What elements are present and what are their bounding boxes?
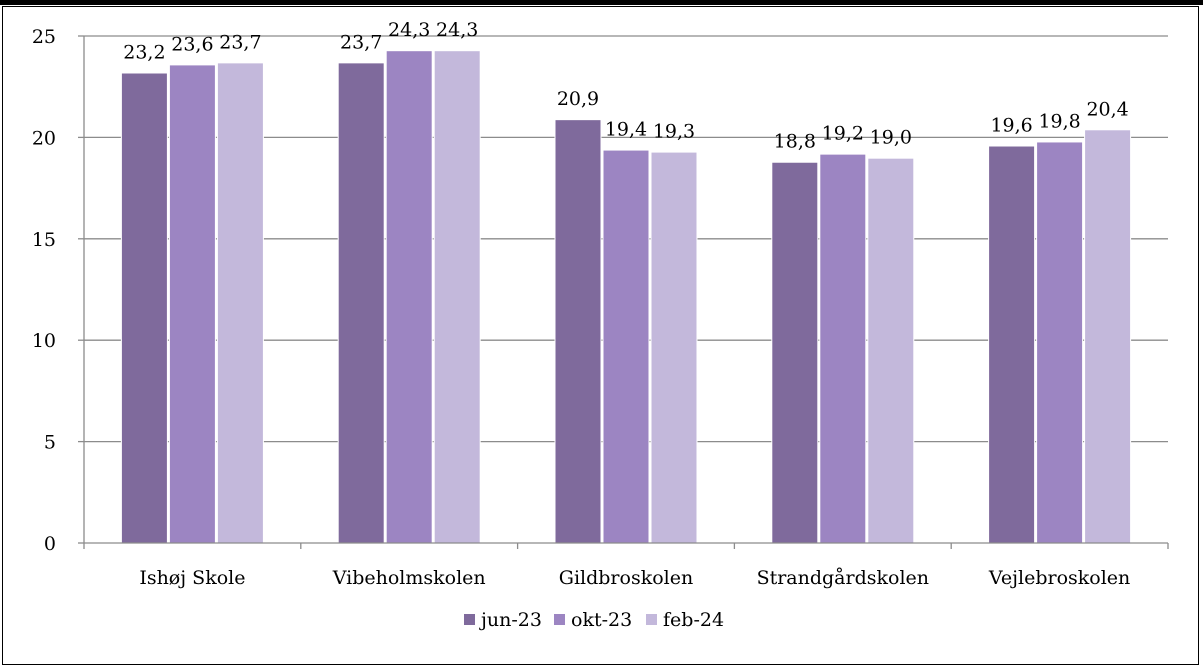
cropped-caption-strip bbox=[0, 0, 1203, 5]
bar bbox=[1037, 142, 1083, 543]
bar bbox=[868, 158, 914, 543]
x-tick-label: Ishøj Skole bbox=[139, 567, 245, 589]
data-label: 19,4 bbox=[605, 119, 647, 141]
bar bbox=[434, 51, 480, 544]
y-tick-label: 0 bbox=[44, 533, 56, 555]
data-label: 19,0 bbox=[870, 127, 912, 149]
legend-swatch bbox=[646, 614, 657, 625]
bar bbox=[603, 150, 649, 543]
data-labels: 23,2 23,6 23,7 23,7 24,3 24,3 20,9 19,4 19,3 18,8… bbox=[123, 19, 1129, 153]
bar bbox=[338, 63, 384, 543]
x-tick-label: Vejlebroskolen bbox=[988, 567, 1130, 589]
data-label: 19,6 bbox=[990, 115, 1032, 137]
data-label: 19,2 bbox=[822, 123, 864, 145]
x-tick-label: Vibeholmskolen bbox=[332, 567, 486, 589]
data-label: 23,7 bbox=[219, 31, 261, 53]
bar bbox=[555, 120, 601, 543]
data-label: 23,7 bbox=[340, 31, 382, 53]
legend-label: feb-24 bbox=[663, 609, 724, 631]
data-label: 24,3 bbox=[388, 19, 430, 41]
y-tick-label: 25 bbox=[32, 26, 56, 48]
legend-swatch bbox=[554, 614, 565, 625]
bar bbox=[651, 152, 697, 543]
legend-swatch bbox=[464, 614, 475, 625]
bars bbox=[120, 50, 1132, 544]
y-tick-label: 5 bbox=[44, 432, 56, 454]
bar bbox=[772, 162, 818, 543]
y-tick-label: 10 bbox=[32, 330, 56, 352]
data-label: 24,3 bbox=[436, 19, 478, 41]
data-label: 19,8 bbox=[1038, 110, 1080, 132]
data-label: 23,6 bbox=[171, 33, 213, 55]
data-label: 19,3 bbox=[653, 121, 695, 143]
bar bbox=[820, 154, 866, 543]
bar bbox=[121, 73, 167, 543]
legend: jun-23 okt-23 feb-24 bbox=[464, 609, 724, 631]
bar bbox=[217, 63, 263, 543]
bar bbox=[989, 146, 1035, 543]
data-label: 18,8 bbox=[774, 131, 816, 153]
x-tick-label: Gildbroskolen bbox=[559, 567, 693, 589]
legend-label: jun-23 bbox=[479, 609, 542, 631]
axes: 0 5 10 15 20 25 Ishøj Skole Vibeholmskolen Gildb… bbox=[32, 26, 1169, 589]
legend-label: okt-23 bbox=[571, 609, 632, 631]
x-tick-label: Strandgårdskolen bbox=[757, 567, 929, 589]
bar bbox=[169, 65, 215, 543]
y-tick-label: 20 bbox=[32, 127, 56, 149]
y-tick-label: 15 bbox=[32, 229, 56, 251]
data-label: 20,9 bbox=[557, 88, 599, 110]
data-label: 23,2 bbox=[123, 42, 165, 64]
bar bbox=[1085, 130, 1131, 543]
data-label: 20,4 bbox=[1086, 98, 1128, 120]
bar bbox=[386, 51, 432, 544]
